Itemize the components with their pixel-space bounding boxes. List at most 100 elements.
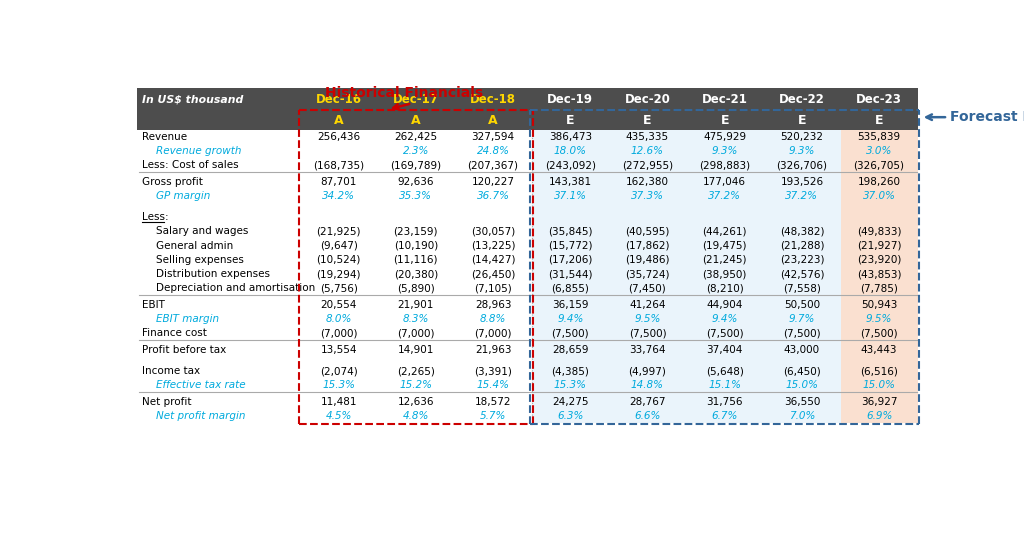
Text: 535,839: 535,839 (857, 132, 901, 142)
Text: (5,890): (5,890) (397, 283, 435, 293)
Text: (19,486): (19,486) (626, 255, 670, 265)
Text: 33,764: 33,764 (629, 345, 666, 355)
Text: 36,159: 36,159 (552, 300, 589, 310)
Text: (35,724): (35,724) (626, 269, 670, 279)
Bar (531, 129, 609, 423)
Text: Net profit margin: Net profit margin (156, 411, 246, 421)
Text: 5.7%: 5.7% (480, 411, 506, 421)
Text: (7,500): (7,500) (552, 328, 589, 338)
Text: Revenue: Revenue (142, 132, 187, 142)
Text: 6.3%: 6.3% (557, 411, 584, 421)
Text: 21,901: 21,901 (397, 300, 434, 310)
Text: 120,227: 120,227 (472, 176, 515, 187)
Text: 12,636: 12,636 (397, 397, 434, 407)
Text: Dec-18: Dec-18 (470, 93, 516, 106)
Text: 6.7%: 6.7% (712, 411, 738, 421)
Text: Dec-16: Dec-16 (315, 93, 361, 106)
Text: Profit before tax: Profit before tax (142, 345, 226, 355)
Text: (6,450): (6,450) (783, 366, 821, 376)
Text: 9.3%: 9.3% (788, 146, 815, 156)
Text: 37.1%: 37.1% (554, 191, 587, 201)
Text: 9.4%: 9.4% (557, 314, 584, 324)
Text: (7,500): (7,500) (783, 328, 820, 338)
Text: (38,950): (38,950) (702, 269, 746, 279)
Text: 7.0%: 7.0% (788, 411, 815, 421)
Text: (4,997): (4,997) (629, 366, 667, 376)
Text: (10,190): (10,190) (394, 241, 438, 251)
Text: 36.7%: 36.7% (476, 191, 510, 201)
Text: (23,223): (23,223) (779, 255, 824, 265)
Text: Net profit: Net profit (142, 397, 191, 407)
Text: (23,920): (23,920) (857, 255, 901, 265)
Text: Distribution expenses: Distribution expenses (156, 269, 270, 279)
Text: 9.7%: 9.7% (788, 314, 815, 324)
Text: (5,648): (5,648) (706, 366, 743, 376)
Text: A: A (334, 114, 343, 127)
Text: 4.8%: 4.8% (402, 411, 429, 421)
Text: E: E (566, 114, 574, 127)
Text: (7,558): (7,558) (783, 283, 821, 293)
Text: 11,481: 11,481 (321, 397, 357, 407)
Bar (137, 111, 918, 129)
Text: (26,450): (26,450) (471, 269, 515, 279)
Text: 4.5%: 4.5% (326, 411, 352, 421)
Text: (207,367): (207,367) (468, 160, 518, 170)
Text: (21,925): (21,925) (316, 226, 360, 236)
Text: 162,380: 162,380 (626, 176, 669, 187)
Text: (7,000): (7,000) (397, 328, 434, 338)
Text: 15.3%: 15.3% (554, 380, 587, 390)
Text: 435,335: 435,335 (626, 132, 669, 142)
Text: (272,955): (272,955) (622, 160, 673, 170)
Bar (763, 129, 841, 423)
Text: (44,261): (44,261) (702, 226, 746, 236)
Text: (326,705): (326,705) (854, 160, 904, 170)
Text: (23,159): (23,159) (393, 226, 438, 236)
Text: 44,904: 44,904 (707, 300, 742, 310)
Text: (7,500): (7,500) (629, 328, 667, 338)
Text: (5,756): (5,756) (319, 283, 357, 293)
Text: (21,288): (21,288) (779, 241, 824, 251)
Text: 20,554: 20,554 (321, 300, 356, 310)
Text: (326,706): (326,706) (776, 160, 827, 170)
Text: 50,500: 50,500 (783, 300, 820, 310)
Text: 15.2%: 15.2% (399, 380, 432, 390)
Text: 15.4%: 15.4% (476, 380, 510, 390)
Bar (841, 129, 918, 423)
Text: 34.2%: 34.2% (323, 191, 355, 201)
Text: (49,833): (49,833) (857, 226, 901, 236)
Bar (686, 129, 763, 423)
Text: 256,436: 256,436 (317, 132, 360, 142)
Text: 13,554: 13,554 (321, 345, 357, 355)
Text: (48,382): (48,382) (779, 226, 824, 236)
Text: 37.3%: 37.3% (631, 191, 664, 201)
Bar (609, 129, 686, 423)
Text: A: A (488, 114, 498, 127)
Text: In US$ thousand: In US$ thousand (142, 95, 244, 105)
Text: (2,265): (2,265) (397, 366, 435, 376)
Text: 87,701: 87,701 (321, 176, 356, 187)
Text: (7,500): (7,500) (706, 328, 743, 338)
Text: (6,516): (6,516) (860, 366, 898, 376)
Text: (7,785): (7,785) (860, 283, 898, 293)
Text: 15.3%: 15.3% (323, 380, 355, 390)
Text: E: E (643, 114, 651, 127)
Text: Historical Financials: Historical Financials (326, 86, 483, 100)
Text: 520,232: 520,232 (780, 132, 823, 142)
Text: 9.5%: 9.5% (866, 314, 892, 324)
Text: 386,473: 386,473 (549, 132, 592, 142)
Text: 14,901: 14,901 (397, 345, 434, 355)
Text: 28,767: 28,767 (629, 397, 666, 407)
Text: E: E (721, 114, 729, 127)
Text: (6,855): (6,855) (551, 283, 589, 293)
Text: 31,756: 31,756 (707, 397, 743, 407)
Text: E: E (798, 114, 806, 127)
Text: 8.3%: 8.3% (402, 314, 429, 324)
Text: (8,210): (8,210) (706, 283, 743, 293)
Text: 15.0%: 15.0% (785, 380, 818, 390)
Text: Effective tax rate: Effective tax rate (156, 380, 246, 390)
Text: Dec-20: Dec-20 (625, 93, 671, 106)
Text: (169,789): (169,789) (390, 160, 441, 170)
Text: 9.4%: 9.4% (712, 314, 738, 324)
Text: 28,963: 28,963 (475, 300, 511, 310)
Text: 6.9%: 6.9% (866, 411, 892, 421)
